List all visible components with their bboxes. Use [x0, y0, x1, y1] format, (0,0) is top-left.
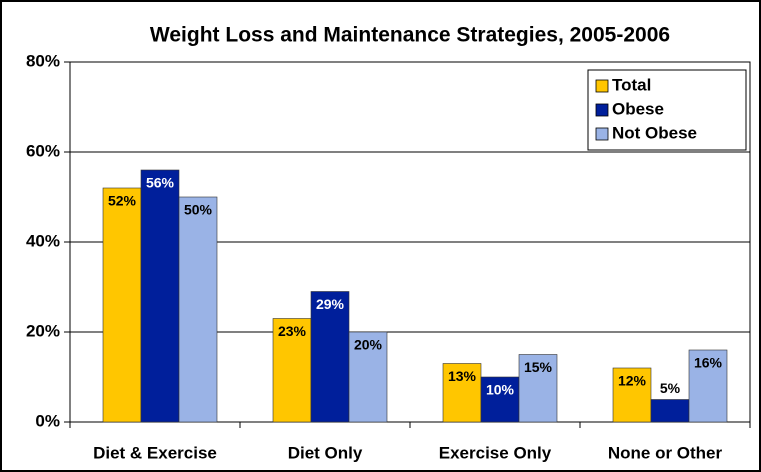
data-label: 52%: [108, 193, 137, 209]
data-label: 16%: [694, 355, 723, 371]
bar: [442, 363, 482, 423]
legend-label: Total: [612, 75, 651, 94]
y-tick-label: 0%: [35, 411, 60, 430]
bar: [178, 196, 218, 423]
bar: [102, 187, 142, 423]
bar: [518, 354, 558, 423]
y-tick-label: 20%: [26, 321, 60, 340]
legend-box: [587, 69, 747, 151]
bar: [650, 399, 690, 423]
x-tick-label: Exercise Only: [439, 443, 552, 462]
chart-title: Weight Loss and Maintenance Strategies, …: [150, 24, 670, 47]
legend-label: Not Obese: [612, 123, 697, 142]
bar: [310, 291, 350, 423]
data-label: 13%: [448, 368, 477, 384]
data-label: 23%: [278, 323, 307, 339]
x-tick-label: Diet & Exercise: [93, 443, 217, 462]
data-label: 29%: [316, 296, 345, 312]
data-label: 10%: [486, 382, 515, 398]
legend-swatch: [595, 79, 609, 93]
data-label: 12%: [618, 373, 647, 389]
y-tick-label: 60%: [26, 141, 60, 160]
data-label: 20%: [354, 337, 383, 353]
bar: [612, 367, 652, 423]
y-tick-label: 40%: [26, 231, 60, 250]
bar: [480, 376, 520, 423]
bar: [272, 318, 312, 423]
bar: [140, 169, 180, 423]
legend-swatch: [595, 127, 609, 141]
legend-swatch: [595, 103, 609, 117]
x-tick-label: Diet Only: [288, 443, 363, 462]
data-label: 50%: [184, 202, 213, 218]
x-tick-label: None or Other: [608, 443, 723, 462]
data-label: 56%: [146, 175, 175, 191]
bar: [348, 331, 388, 423]
bar: [688, 349, 728, 423]
data-label: 5%: [660, 380, 681, 396]
legend-label: Obese: [612, 99, 664, 118]
data-label: 15%: [524, 359, 553, 375]
y-tick-label: 80%: [26, 51, 60, 70]
